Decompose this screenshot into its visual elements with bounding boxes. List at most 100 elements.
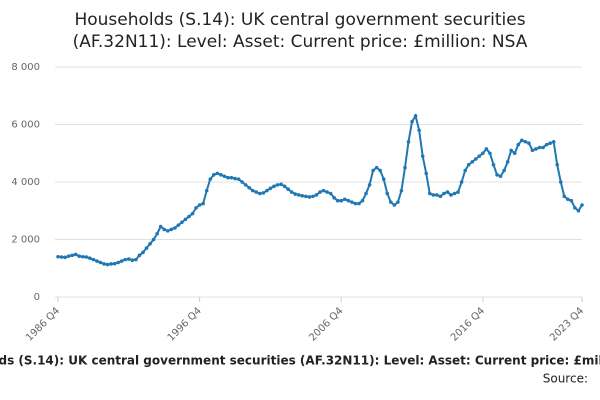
point [488, 151, 492, 156]
chart-title: (AF.32N11): Level: Asset: Current price:… [73, 32, 528, 52]
point [240, 180, 244, 184]
point [470, 160, 475, 164]
point [91, 257, 96, 262]
point [456, 190, 460, 194]
point [403, 165, 407, 170]
y-tick-label: 8 000 [11, 62, 40, 73]
point [381, 177, 386, 181]
point [180, 220, 184, 225]
point [105, 262, 110, 267]
point [88, 256, 92, 260]
point [342, 197, 347, 202]
point [158, 224, 163, 229]
point [551, 139, 556, 144]
point [127, 257, 131, 261]
legend-label: Households (S.14): UK central government… [0, 354, 600, 368]
point [523, 139, 528, 144]
point [98, 260, 103, 265]
x-tick-label: 1986 Q4 [24, 305, 62, 343]
point [201, 201, 205, 206]
point [385, 191, 390, 196]
point [481, 151, 485, 156]
point [258, 191, 262, 196]
point [573, 206, 577, 210]
point [350, 200, 354, 204]
point [137, 253, 142, 258]
point [509, 148, 513, 153]
point [293, 192, 298, 196]
point [555, 162, 560, 167]
point [491, 162, 496, 167]
point [236, 177, 241, 181]
point [268, 186, 273, 191]
point [346, 198, 351, 203]
point [112, 261, 117, 266]
point [548, 141, 552, 145]
point [173, 226, 177, 230]
point [77, 254, 82, 258]
point [229, 175, 234, 180]
y-tick-label: 2 000 [11, 235, 40, 246]
point [286, 187, 290, 191]
x-tick-label: 2006 Q4 [307, 305, 345, 343]
point [353, 201, 358, 206]
point [165, 229, 170, 233]
point [304, 194, 308, 199]
point [208, 177, 213, 181]
point [339, 198, 344, 203]
point [296, 193, 301, 197]
point [544, 142, 549, 147]
point [204, 188, 209, 193]
point [534, 147, 538, 151]
point [66, 254, 71, 258]
point [84, 255, 89, 259]
point [558, 180, 563, 184]
point [435, 193, 439, 197]
point [332, 196, 336, 200]
point [321, 188, 326, 193]
point [374, 165, 379, 170]
point [70, 253, 74, 258]
point [307, 195, 312, 199]
point [109, 262, 113, 266]
point [102, 262, 106, 266]
point [300, 194, 305, 198]
point [431, 193, 436, 197]
line [57, 113, 583, 266]
point [56, 254, 60, 259]
point [427, 191, 432, 196]
point [389, 200, 393, 204]
point [566, 197, 570, 202]
point [335, 198, 340, 203]
point [512, 151, 517, 156]
point [562, 194, 567, 199]
point [318, 190, 322, 194]
point [59, 255, 64, 259]
point [155, 231, 159, 236]
point [194, 206, 198, 210]
point [226, 175, 230, 180]
x-tick-label: 1996 Q4 [166, 305, 204, 343]
point [222, 174, 227, 179]
point [187, 214, 191, 219]
point [520, 138, 524, 143]
point [449, 193, 453, 197]
point [183, 217, 188, 222]
point [484, 147, 489, 151]
point [576, 208, 581, 213]
point [119, 259, 124, 263]
point [459, 180, 464, 184]
point [265, 188, 269, 193]
point [360, 198, 365, 203]
point [141, 250, 145, 255]
source: Source: [543, 372, 588, 386]
point [424, 171, 429, 176]
point [289, 190, 294, 194]
point [243, 183, 248, 187]
point [169, 227, 174, 232]
point [413, 114, 418, 118]
point [311, 194, 315, 199]
point [314, 193, 319, 197]
point [95, 259, 99, 263]
